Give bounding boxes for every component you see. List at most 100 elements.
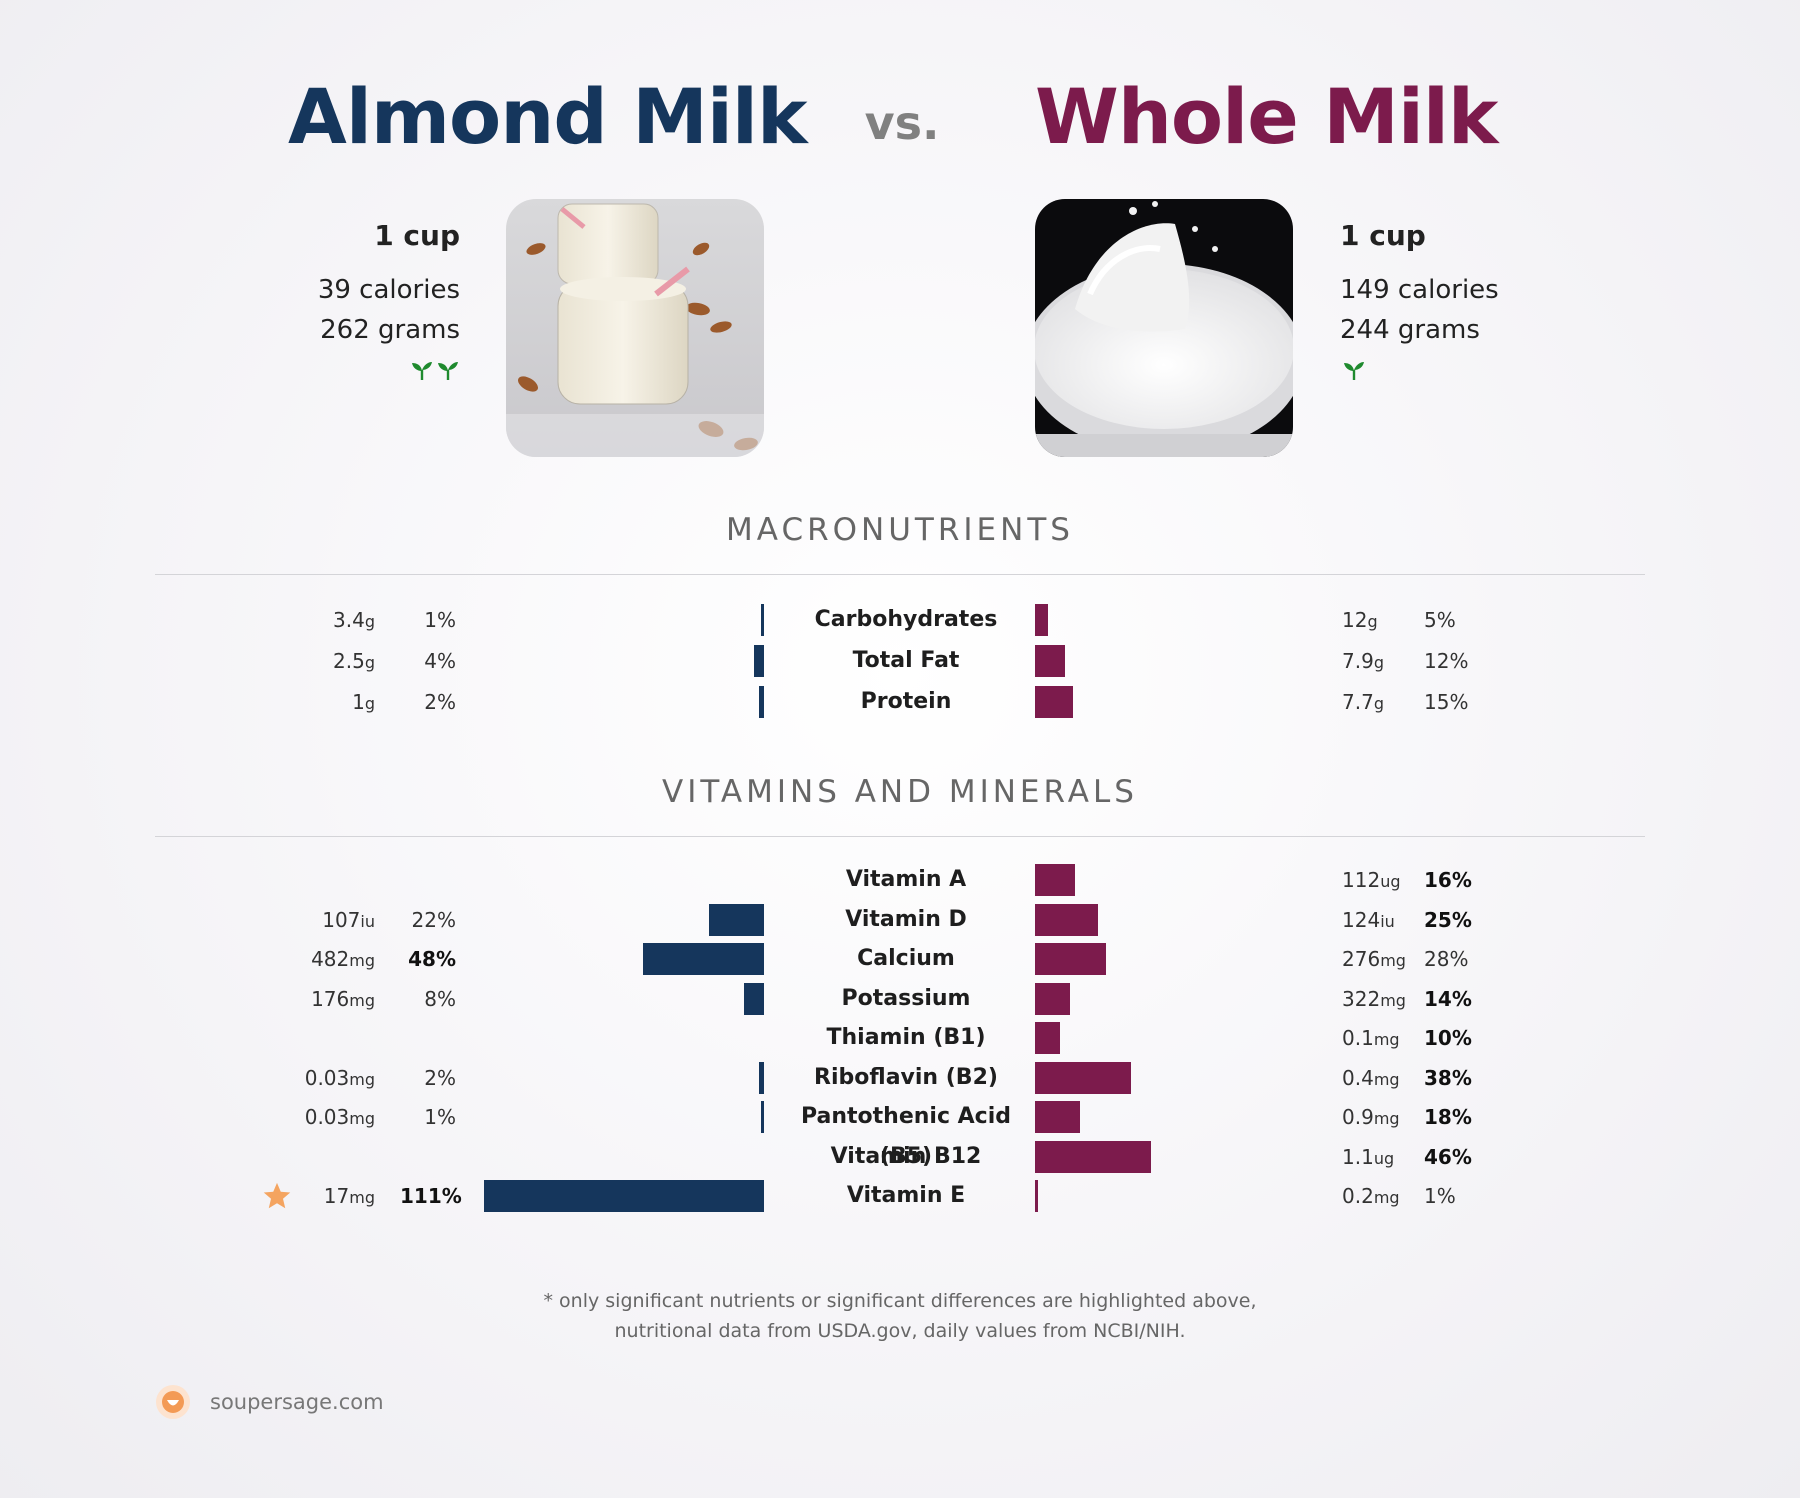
right-amount-unit: g — [1367, 612, 1378, 631]
right-bar — [1035, 943, 1106, 975]
nutrient-name: Carbohydrates — [814, 607, 998, 632]
left-amount: 107iu — [250, 900, 375, 942]
right-bar — [1035, 686, 1073, 718]
left-serving: 1 cup — [374, 219, 460, 252]
left-amount-unit: mg — [349, 1069, 375, 1089]
left-bar — [708, 903, 764, 936]
left-bar — [758, 686, 764, 718]
right-amount-unit: g — [1373, 653, 1384, 672]
right-leaf-rating — [1340, 354, 1600, 382]
right-amount-number: 12 — [1342, 608, 1368, 632]
nutrient-name: Calcium — [857, 946, 955, 971]
left-percent: 22% — [411, 907, 456, 932]
right-amount-number: 7.9 — [1342, 649, 1374, 673]
right-amount: 1.1ug — [1342, 1137, 1422, 1179]
right-amount-number: 0.2 — [1342, 1184, 1374, 1208]
left-bar — [743, 982, 764, 1015]
right-percent: 28% — [1424, 947, 1469, 971]
left-percent: 2% — [424, 1065, 456, 1090]
right-calories: 149 calories — [1340, 275, 1499, 305]
left-leaf-rating — [250, 354, 460, 382]
right-bar — [1035, 982, 1071, 1015]
chart-row: 176mg 8% Potassium 322mg 14% — [0, 979, 1800, 1019]
right-amount-number: 7.7 — [1342, 690, 1374, 714]
chart-row: 482mg 48% Calcium 276mg 28% — [0, 939, 1800, 979]
left-amount: 176mg — [250, 979, 375, 1021]
left-food-title: Almond Milk — [288, 72, 808, 161]
right-amount: 0.9mg — [1342, 1097, 1422, 1139]
right-bar — [1035, 1140, 1152, 1173]
right-grams: 244 grams — [1340, 315, 1480, 345]
left-amount: 1g — [250, 682, 375, 724]
right-bar — [1035, 1022, 1061, 1054]
almond-milk-photo — [506, 199, 764, 457]
right-amount: 0.1mg — [1342, 1018, 1422, 1060]
right-bar — [1035, 1101, 1081, 1133]
nutrient-name: Vitamin D — [845, 906, 967, 932]
right-bar — [1035, 1061, 1131, 1094]
left-amount-unit: mg — [349, 1109, 375, 1128]
soupersage-logo-icon — [155, 1384, 191, 1420]
left-percent: 4% — [424, 649, 456, 673]
chart-row: 107iu 22% Vitamin D 124iu 25% — [0, 900, 1800, 940]
nutrient-name: Thiamin (B1) — [826, 1025, 986, 1050]
brand-name: soupersage.com — [210, 1390, 384, 1414]
chart-row: 0.03mg 2% Riboflavin (B2) 0.4mg 38% — [0, 1058, 1800, 1098]
right-percent: 16% — [1424, 868, 1472, 892]
left-amount-unit: g — [364, 653, 375, 672]
left-amount: 0.03mg — [250, 1058, 375, 1100]
left-amount-number: 482 — [311, 947, 350, 971]
left-amount-number: 2.5 — [333, 649, 365, 673]
left-grams: 262 grams — [320, 315, 460, 345]
right-bar — [1035, 604, 1048, 636]
left-food-info: 1 cup 39 calories 262 grams — [250, 216, 460, 382]
right-percent: 15% — [1424, 690, 1469, 714]
left-amount-unit: g — [364, 694, 375, 713]
left-amount-number: 17 — [323, 1184, 350, 1208]
nutrient-name: Potassium — [841, 985, 971, 1011]
left-amount-unit: g — [364, 612, 375, 631]
left-bar — [642, 943, 764, 975]
left-percent: 48% — [408, 947, 456, 971]
right-percent: 5% — [1424, 608, 1456, 632]
right-amount-number: 0.1 — [1342, 1026, 1374, 1050]
nutrient-name: Vitamin E — [846, 1183, 966, 1208]
left-amount: 482mg — [250, 939, 375, 981]
right-amount: 7.9g — [1342, 641, 1422, 683]
right-amount: 12g — [1342, 600, 1422, 642]
right-amount-unit: mg — [1373, 1188, 1400, 1207]
sprout-icon — [438, 362, 458, 380]
left-amount-unit: mg — [349, 951, 375, 970]
right-percent: 10% — [1424, 1026, 1472, 1050]
right-bar — [1035, 645, 1066, 677]
right-amount-number: 124 — [1342, 907, 1381, 932]
right-amount-unit: ug — [1380, 872, 1401, 891]
left-percent: 111% — [400, 1184, 462, 1208]
macronutrients-divider — [155, 574, 1645, 575]
chart-row: 0.03mg 1% Pantothenic Acid (B5) 0.9mg 18% — [0, 1097, 1800, 1169]
vitamins-title: VITAMINS AND MINERALS — [662, 774, 1138, 810]
right-amount-unit: mg — [1373, 1030, 1400, 1049]
left-amount-number: 1 — [352, 690, 365, 714]
sprout-icon — [412, 362, 432, 380]
right-amount: 322mg — [1342, 979, 1422, 1021]
footnote: * only significant nutrients or signific… — [0, 1286, 1800, 1346]
chart-row: Vitamin A 112ug 16% — [0, 860, 1800, 900]
chart-row: 1g 2% Protein 7.7g 15% — [0, 682, 1800, 722]
left-bar — [761, 1101, 764, 1133]
right-amount: 0.4mg — [1342, 1058, 1422, 1100]
left-amount-number: 0.03 — [304, 1065, 350, 1090]
left-calories: 39 calories — [317, 275, 460, 305]
right-amount-unit: mg — [1373, 1109, 1400, 1128]
nutrient-name: Pantothenic Acid (B5) — [800, 1104, 1012, 1169]
left-percent: 2% — [424, 690, 456, 714]
right-amount-number: 0.9 — [1342, 1105, 1374, 1129]
right-amount-unit: g — [1373, 694, 1384, 713]
sprout-icon — [1344, 362, 1364, 380]
right-amount: 276mg — [1342, 939, 1422, 981]
right-amount-number: 112 — [1342, 868, 1381, 892]
right-amount-number: 322 — [1342, 986, 1381, 1011]
right-percent: 1% — [1424, 1184, 1456, 1208]
left-amount: 0.03mg — [250, 1097, 375, 1139]
right-food-title: Whole Milk — [1035, 72, 1498, 161]
